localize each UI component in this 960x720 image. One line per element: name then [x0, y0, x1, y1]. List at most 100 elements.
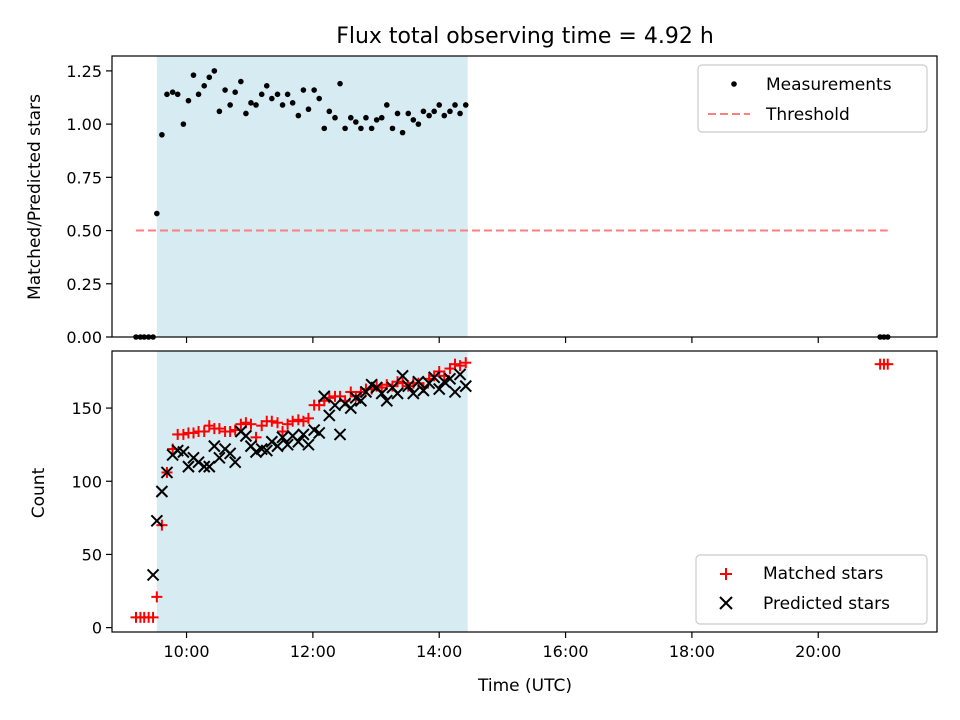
measurement-point: [295, 112, 302, 119]
bottom-plot-marks: [130, 357, 894, 623]
predicted-star-point: [318, 390, 331, 403]
predicted-star-point: [412, 375, 425, 388]
measurement-point: [399, 129, 406, 136]
predicted-star-point: [260, 444, 273, 457]
predicted-star-point: [223, 447, 237, 460]
bottom-axes-frame: [111, 350, 938, 633]
matched-star-point: [449, 358, 461, 370]
predicted-star-point: [402, 379, 415, 393]
measurement-point: [415, 121, 422, 127]
measurement-point: [201, 83, 208, 89]
measurement-point: [185, 97, 192, 104]
matched-star-point: [147, 611, 159, 623]
x-tick-label: 10:00: [163, 642, 209, 661]
y-tick-label: 0.00: [66, 328, 102, 347]
measurement-point: [326, 108, 333, 115]
bottom-x-ticks: 10:00 12:00 14:00 16:00 18:00 20:00: [163, 632, 841, 661]
predicted-star-point: [203, 460, 216, 473]
measurement-point: [248, 100, 254, 106]
measurement-point: [441, 112, 448, 119]
measurement-point: [190, 72, 197, 78]
x-tick-label: 12:00: [290, 642, 336, 661]
observing-span-top: [156, 56, 468, 337]
bottom-y-axis-label: Count: [29, 467, 49, 518]
bottom-y-ticks: 0 50 100 150: [71, 399, 112, 638]
matched-star-point: [277, 425, 289, 437]
measurement-point: [353, 119, 359, 125]
measurement-point: [457, 110, 463, 117]
measurement-point: [447, 108, 453, 115]
measurement-point: [337, 80, 343, 87]
y-tick-label: 50: [82, 545, 102, 564]
legend-measurements-marker: [731, 81, 737, 87]
y-tick-label: 1.25: [66, 62, 102, 81]
measurement-point: [452, 102, 458, 108]
matched-star-point: [292, 414, 304, 426]
measurement-point: [420, 108, 427, 115]
measurement-point: [363, 114, 369, 121]
x-axis-label: Time (UTC): [477, 676, 572, 696]
x-tick-label: 16:00: [543, 642, 589, 661]
measurement-point: [321, 125, 328, 132]
measurement-point: [269, 95, 275, 102]
predicted-star-point: [333, 428, 347, 441]
measurement-point: [383, 102, 390, 108]
predicted-star-point: [459, 379, 472, 393]
predicted-star-point: [297, 428, 310, 441]
predicted-star-point: [271, 439, 284, 453]
top-x-ticks: [185, 337, 819, 343]
y-tick-label: 150: [71, 399, 102, 418]
measurement-point: [389, 125, 396, 132]
measurement-point: [238, 78, 244, 85]
measurement-point: [405, 110, 412, 117]
matched-star-point: [224, 425, 236, 437]
x-tick-label: 18:00: [669, 642, 715, 661]
matched-star-point: [287, 415, 299, 427]
predicted-star-point: [150, 514, 164, 527]
top-legend-box: [697, 64, 928, 133]
measurement-point: [311, 87, 317, 93]
top-y-ticks: 0.00 0.25 0.50 0.75 1.00 1.25: [66, 62, 112, 347]
measurement-point: [164, 91, 170, 98]
matched-star-point: [198, 425, 210, 437]
measurement-point: [426, 112, 432, 119]
measurement-point: [174, 91, 181, 98]
predicted-star-point: [213, 451, 226, 465]
top-y-axis-label: Matched/Predicted stars: [25, 94, 45, 300]
predicted-star-point: [407, 387, 420, 400]
predicted-star-point: [344, 401, 357, 415]
measurement-point: [180, 121, 187, 127]
predicted-star-point: [239, 429, 253, 443]
predicted-star-point: [276, 431, 289, 444]
measurement-point: [274, 91, 281, 98]
x-tick-label: 20:00: [795, 642, 841, 661]
predicted-star-point: [312, 426, 326, 440]
matched-star-point: [460, 357, 472, 369]
legend-measurements-label: Measurements: [766, 75, 892, 95]
matched-star-point: [213, 423, 225, 435]
measurement-point: [368, 125, 375, 132]
measurement-point: [342, 125, 348, 132]
matched-star-point: [187, 427, 199, 439]
legend-predicted-marker: [719, 596, 733, 610]
predicted-star-point: [208, 439, 221, 453]
measurement-point: [227, 102, 233, 108]
y-tick-label: 0.25: [66, 275, 102, 294]
legend-matched-marker: [720, 568, 732, 580]
x-tick-label: 14:00: [416, 642, 462, 661]
predicted-star-point: [281, 438, 294, 451]
predicted-star-point: [354, 394, 368, 407]
measurement-point: [263, 83, 270, 89]
measurement-point: [305, 106, 312, 113]
predicted-star-point: [146, 568, 160, 582]
matched-star-point: [272, 417, 284, 429]
predicted-star-point: [198, 460, 211, 473]
predicted-star-point: [160, 466, 174, 479]
predicted-star-point: [396, 369, 409, 383]
measurement-point: [253, 102, 259, 108]
measurement-point: [316, 95, 322, 102]
matched-star-point: [266, 415, 278, 427]
measurement-point: [232, 89, 238, 95]
predicted-star-point: [443, 372, 457, 386]
